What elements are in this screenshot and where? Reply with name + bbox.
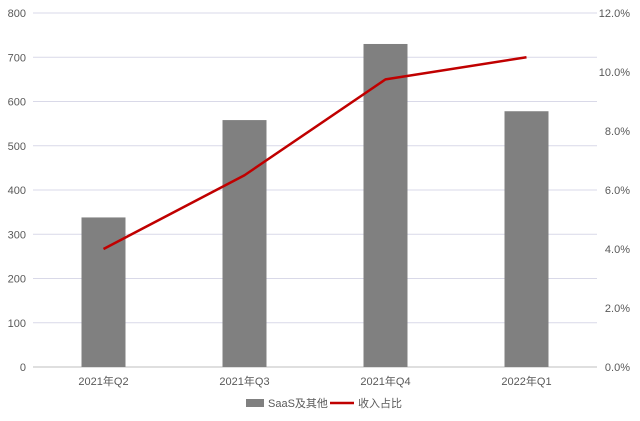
y-left-tick-label: 100: [8, 318, 26, 330]
gridlines: [33, 12, 597, 368]
legend-label-line: 收入占比: [358, 396, 402, 410]
y-right-tick-label: 6.0%: [605, 185, 630, 197]
bar: [363, 43, 408, 367]
y-left-tick-label: 200: [8, 274, 26, 286]
legend: SaaS及其他 收入占比: [246, 396, 402, 410]
y-left-tick-label: 800: [8, 8, 26, 20]
y-right-tick-label: 4.0%: [605, 244, 630, 256]
y-left-tick-label: 700: [8, 52, 26, 64]
y-right-tick-label: 2.0%: [605, 303, 630, 315]
line-series: [102, 56, 527, 251]
y-left-tick-label: 400: [8, 185, 26, 197]
bar-series: [81, 43, 549, 368]
y-right-tick-label: 10.0%: [599, 67, 630, 79]
left-axis: 0 100 200 300 400 500 600 700 800: [8, 8, 26, 374]
right-axis: 0.0% 2.0% 4.0% 6.0% 8.0% 10.0% 12.0%: [599, 8, 630, 374]
y-left-tick-label: 600: [8, 97, 26, 109]
bar: [504, 111, 549, 367]
legend-swatch-bar: [246, 399, 264, 407]
bar: [222, 120, 267, 368]
x-tick-label: 2021年Q4: [360, 374, 410, 388]
y-right-tick-label: 0.0%: [605, 362, 630, 374]
y-right-tick-label: 12.0%: [599, 8, 630, 20]
y-right-tick-label: 8.0%: [605, 126, 630, 138]
x-tick-label: 2021年Q3: [219, 374, 269, 388]
x-axis: 2021年Q2 2021年Q3 2021年Q4 2022年Q1: [78, 374, 551, 388]
y-left-tick-label: 300: [8, 229, 26, 241]
y-left-tick-label: 500: [8, 141, 26, 153]
x-tick-label: 2022年Q1: [501, 374, 551, 388]
legend-label-bar: SaaS及其他: [268, 397, 328, 410]
x-tick-label: 2021年Q2: [78, 374, 128, 388]
series-line: [102, 56, 527, 251]
y-left-tick-label: 0: [20, 362, 26, 374]
